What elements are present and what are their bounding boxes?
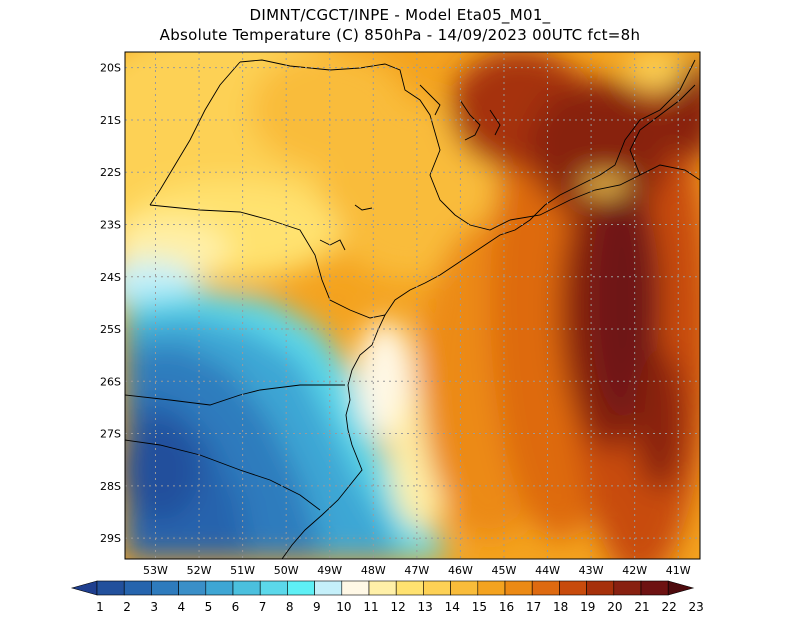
- colorbar-swatch: [314, 580, 343, 596]
- temperature-field: [125, 52, 700, 559]
- colorbar-label: 11: [363, 600, 378, 614]
- colorbar-label: 2: [123, 600, 131, 614]
- lat-tick-label: 24S: [100, 271, 121, 284]
- lat-tick-label: 25S: [100, 323, 121, 336]
- lat-tick-label: 28S: [100, 480, 121, 493]
- borders: [125, 59, 700, 559]
- colorbar-label: 23: [689, 600, 704, 614]
- colorbar-labels: 1 2 3 4 5 6 7 8 9 10 11 12 13 14 15 16 17 18 19 20 21 22 23: [96, 600, 704, 614]
- colorbar-label: 6: [232, 600, 240, 614]
- lon-tick-label: 51W: [230, 564, 255, 577]
- colorbar-arrow-right: [667, 580, 695, 596]
- lon-tick-label: 47W: [404, 564, 429, 577]
- lon-tick-label: 50W: [274, 564, 299, 577]
- lon-tick-label: 53W: [143, 564, 168, 577]
- colorbar-swatch: [232, 580, 261, 596]
- colorbar-swatch: [341, 580, 370, 596]
- colorbar-label: 1: [96, 600, 104, 614]
- colorbar-swatch: [123, 580, 152, 596]
- colorbar-label: 20: [607, 600, 622, 614]
- colorbar-label: 3: [150, 600, 158, 614]
- colorbar-swatch: [531, 580, 560, 596]
- map-title-line-1: DIMNT/CGCT/INPE - Model Eta05_M01_: [249, 6, 551, 24]
- colorbar-swatch: [151, 580, 179, 596]
- lat-tick-label: 22S: [100, 166, 121, 179]
- colorbar-swatch: [96, 580, 125, 596]
- lat-tick-label: 23S: [100, 218, 121, 231]
- colorbar-label: 12: [390, 600, 405, 614]
- lon-tick-label: 46W: [448, 564, 473, 577]
- lon-tick-label: 45W: [492, 564, 517, 577]
- reservoir-3: [354, 204, 373, 211]
- colorbar-swatch: [504, 580, 533, 596]
- colorbar-swatch: [613, 580, 642, 596]
- plot-frame: [124, 51, 701, 560]
- colorbar-swatch: [559, 580, 587, 596]
- colorbar-label: 15: [472, 600, 487, 614]
- border-sp-pr: [149, 204, 386, 319]
- lon-tick-label: 41W: [666, 564, 691, 577]
- colorbar-swatch: [450, 580, 479, 596]
- colorbar-label: 4: [177, 600, 185, 614]
- colorbar-swatch: [423, 580, 451, 596]
- colorbar-swatch: [586, 580, 615, 596]
- colorbar-label: 16: [499, 600, 514, 614]
- colorbar-swatch: [205, 580, 234, 596]
- colorbar-label: 21: [634, 600, 649, 614]
- colorbar-label: 13: [418, 600, 433, 614]
- lon-tick-label: 48W: [361, 564, 386, 577]
- lon-tick-label: 52W: [187, 564, 212, 577]
- colorbar-label: 14: [445, 600, 460, 614]
- colorbar-label: 10: [336, 600, 351, 614]
- colorbar-swatch: [287, 580, 315, 596]
- colorbar-swatch: [395, 580, 424, 596]
- latitude-labels: 20S 21S 22S 23S 24S 25S 26S 27S 28S 29S: [100, 62, 121, 545]
- colorbar-label: 7: [259, 600, 267, 614]
- border-sc-rs: [125, 439, 321, 511]
- colorbar-arrow-left: [70, 580, 98, 596]
- gridlines: [125, 52, 700, 559]
- colorbar-label: 17: [526, 600, 541, 614]
- lon-tick-label: 44W: [535, 564, 560, 577]
- lat-tick-label: 27S: [100, 428, 121, 441]
- lat-tick-label: 20S: [100, 62, 121, 75]
- border-pr-sc: [125, 384, 345, 406]
- colorbar-swatch: [477, 580, 506, 596]
- lat-tick-label: 21S: [100, 114, 121, 127]
- border-mg-es: [629, 84, 696, 176]
- border-ms-sp: [149, 61, 241, 206]
- reservoirs: [419, 84, 501, 141]
- colorbar-swatch: [178, 580, 207, 596]
- map-title-line-2: Absolute Temperature (C) 850hPa - 14/09/…: [159, 26, 641, 44]
- lon-tick-label: 49W: [317, 564, 342, 577]
- colorbar-swatch: [259, 580, 288, 596]
- coastline: [281, 59, 696, 559]
- colorbar-label: 9: [313, 600, 321, 614]
- colorbar-label: 5: [205, 600, 213, 614]
- colorbar-swatch: [640, 580, 669, 596]
- colorbar-label: 19: [580, 600, 595, 614]
- colorbar-swatch: [368, 580, 397, 596]
- lat-tick-label: 26S: [100, 375, 121, 388]
- longitude-labels: 53W 52W 51W 50W 49W 48W 47W 46W 45W 44W 43W 42W 41W: [143, 564, 691, 577]
- lon-tick-label: 42W: [622, 564, 647, 577]
- border-mg-rj: [509, 164, 700, 221]
- colorbar-label: 22: [661, 600, 676, 614]
- colorbar-label: 8: [286, 600, 294, 614]
- border-sp-mg: [239, 59, 511, 231]
- colorbar-label: 18: [553, 600, 568, 614]
- lon-tick-label: 43W: [579, 564, 604, 577]
- reservoir-2: [319, 239, 346, 251]
- lat-tick-label: 29S: [100, 532, 121, 545]
- colorbar: [70, 580, 695, 596]
